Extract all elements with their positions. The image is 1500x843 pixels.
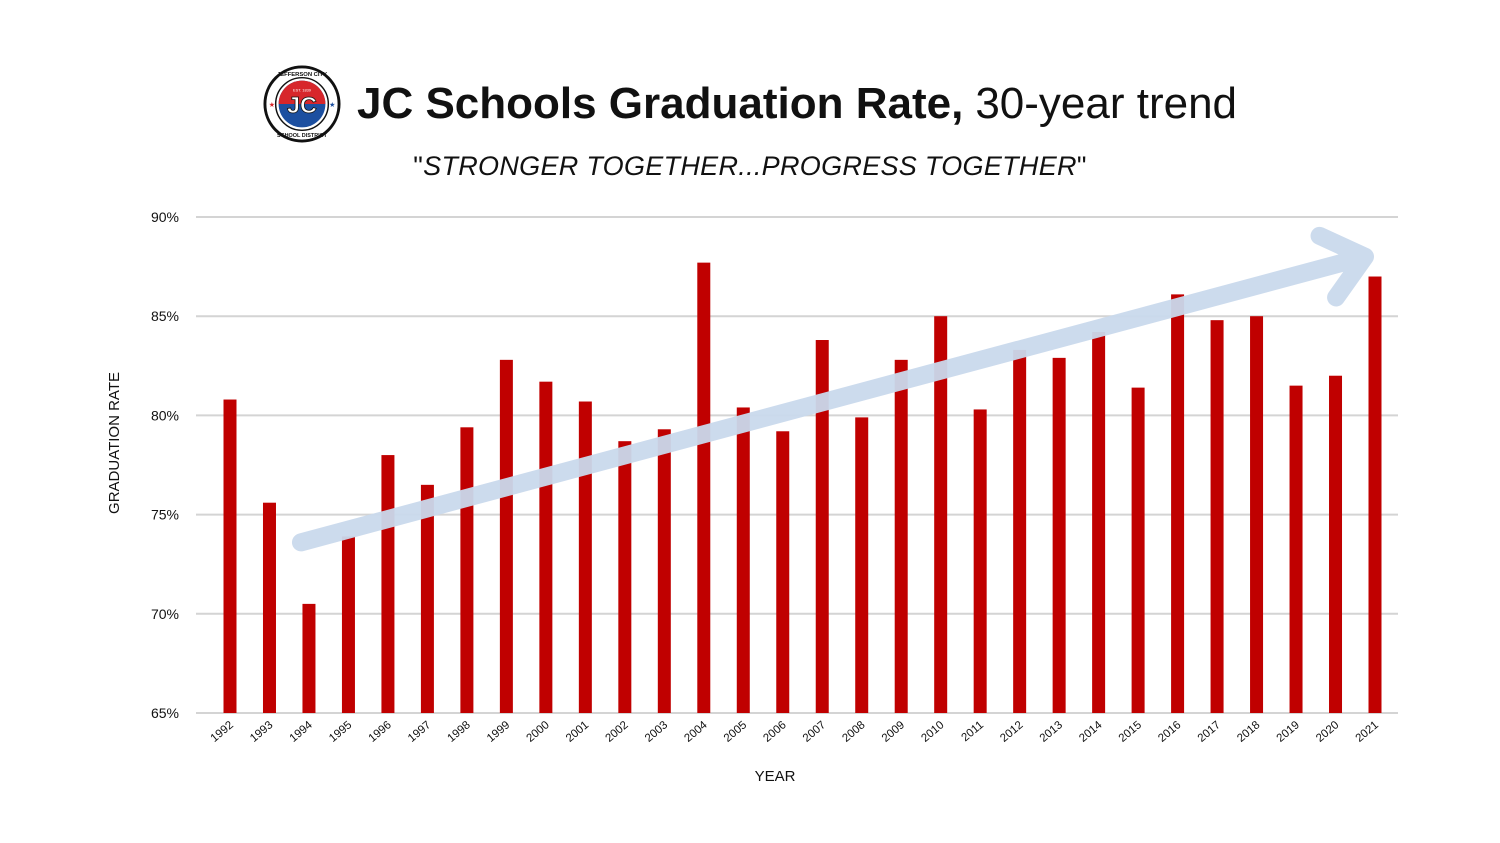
- x-tick-label: 2000: [524, 719, 551, 745]
- x-tick-label: 2015: [1117, 719, 1144, 745]
- y-tick-label: 80%: [151, 407, 179, 423]
- x-tick-label: 1993: [248, 719, 275, 745]
- bar: [855, 417, 869, 713]
- bar: [1368, 276, 1382, 713]
- logo-initials: JC: [287, 92, 317, 118]
- bar: [420, 484, 434, 713]
- chart-title-bold: JC Schools Graduation Rate,: [356, 79, 964, 128]
- school-district-logo-icon: JC EST. 1839 JEFFERSON CITY SCHOOL DISTR…: [263, 65, 341, 143]
- y-tick-label: 65%: [151, 705, 179, 721]
- bar: [381, 455, 395, 713]
- x-tick-label: 2006: [761, 719, 788, 745]
- chart-title-light: 30-year trend: [975, 79, 1238, 128]
- tagline-text: STRONGER TOGETHER...PROGRESS TOGETHER: [423, 151, 1077, 181]
- trend-arrow-icon: [291, 226, 1374, 552]
- x-tick-label: 1994: [288, 719, 316, 745]
- tagline-quote-close: ": [1076, 151, 1087, 181]
- x-tick-label: 2014: [1077, 719, 1105, 745]
- x-tick-label: 2021: [1354, 719, 1381, 745]
- x-tick-label: 2016: [1156, 719, 1183, 745]
- x-tick-label: 2007: [801, 719, 828, 745]
- chart-tagline: "STRONGER TOGETHER...PROGRESS TOGETHER": [0, 148, 1500, 184]
- bar: [894, 359, 908, 713]
- bar: [973, 409, 987, 713]
- x-tick-label: 1996: [367, 719, 394, 745]
- bar: [697, 262, 711, 713]
- bar: [1092, 332, 1106, 713]
- y-axis-label: GRADUATION RATE: [106, 372, 123, 514]
- y-tick-label: 75%: [151, 507, 179, 523]
- bar: [657, 429, 671, 713]
- bar: [736, 407, 750, 713]
- bar: [618, 441, 632, 713]
- x-tick-label: 2008: [840, 719, 867, 745]
- y-tick-label: 90%: [151, 209, 179, 225]
- x-tick-label: 2002: [603, 719, 630, 745]
- bar: [341, 536, 355, 713]
- x-tick-label: 2009: [880, 719, 907, 745]
- bar: [1329, 375, 1343, 713]
- x-tick-label: 1999: [485, 719, 512, 745]
- bar: [776, 431, 790, 713]
- x-tick-label: 2019: [1275, 719, 1302, 745]
- bar: [539, 381, 553, 713]
- logo-star-right-icon: ★: [329, 101, 335, 109]
- x-tick-label: 2020: [1314, 719, 1341, 745]
- x-tick-label: 2017: [1196, 719, 1223, 745]
- x-tick-label: 2005: [722, 719, 749, 745]
- logo-star-left-icon: ★: [269, 101, 275, 109]
- bar: [460, 427, 474, 713]
- bar: [1052, 357, 1066, 713]
- y-tick-label: 70%: [151, 606, 179, 622]
- bar: [1131, 387, 1145, 713]
- bar: [578, 401, 592, 713]
- bar: [934, 316, 948, 713]
- tagline-quote-open: ": [413, 151, 424, 181]
- bar: [1210, 320, 1224, 713]
- x-tick-label: 2012: [998, 719, 1025, 745]
- bar: [815, 340, 829, 713]
- logo-est: EST. 1839: [293, 87, 311, 92]
- x-tick-label: 1997: [406, 719, 433, 745]
- chart-title: JC Schools Graduation Rate, 30-year trend: [357, 82, 1237, 126]
- bar: [262, 502, 276, 713]
- bar: [1250, 316, 1264, 713]
- x-tick-label: 2018: [1235, 719, 1262, 745]
- logo-ring-bottom: SCHOOL DISTRICT: [277, 133, 328, 139]
- bars: [223, 262, 1382, 713]
- x-tick-label: 1995: [327, 719, 354, 745]
- x-tick-label: 2013: [1038, 719, 1065, 745]
- x-tick-label: 2011: [959, 719, 986, 744]
- x-tick-label: 2010: [919, 719, 946, 745]
- x-tick-label: 2003: [643, 719, 670, 745]
- x-tick-label: 2001: [564, 719, 591, 745]
- x-tick-label: 2004: [682, 719, 710, 745]
- bar: [302, 603, 316, 713]
- bar: [223, 399, 237, 713]
- y-axis-tick-labels: 65% 70% 75% 80% 85% 90%: [151, 209, 179, 721]
- x-axis-label: YEAR: [755, 768, 796, 785]
- bar: [1289, 385, 1303, 713]
- x-axis-tick-labels: 1992 1993 1994 1995 1996 1997 1998 1999 2000 2001…: [209, 719, 1381, 745]
- trend-arrow-path: [291, 226, 1374, 552]
- y-tick-label: 85%: [151, 308, 179, 324]
- x-tick-label: 1992: [209, 719, 236, 745]
- bar: [499, 359, 513, 713]
- logo-ring-top: JEFFERSON CITY: [277, 72, 327, 78]
- chart-header: JC EST. 1839 JEFFERSON CITY SCHOOL DISTR…: [0, 62, 1500, 146]
- x-tick-label: 1998: [446, 719, 473, 745]
- bar: [1171, 294, 1185, 713]
- bar: [1013, 349, 1027, 713]
